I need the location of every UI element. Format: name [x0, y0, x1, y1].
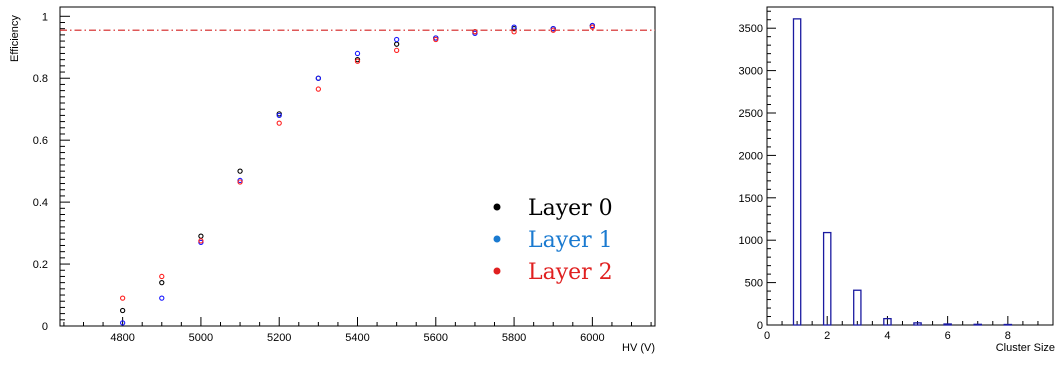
data-point-layer-2: [550, 27, 556, 33]
data-point-layer-0: [393, 41, 400, 47]
data-point-layer-2: [433, 36, 439, 43]
x-tick-label: 5600: [424, 332, 448, 344]
x-tick-label: 8: [1005, 330, 1011, 342]
data-point-layer-1: [315, 75, 322, 81]
cluster-y-ticks: 0 500 1000 1500 2000 2500 3000 3500: [739, 10, 776, 332]
histogram-bar: [943, 323, 952, 326]
data-point-layer-1: [159, 295, 165, 301]
efficiency-y-ticks: 0 0.2 0.4 0.6 0.8 1: [33, 11, 70, 333]
y-tick-label: 0.8: [33, 73, 48, 85]
x-tick-label: 6000: [580, 332, 604, 344]
efficiency-y-axis-label: Efficiency: [9, 15, 21, 62]
data-point-layer-2: [276, 120, 282, 126]
y-tick-label: 0.4: [33, 197, 48, 209]
y-tick-label: 2500: [739, 108, 763, 120]
data-point-layer-1: [354, 50, 361, 57]
legend-marker-layer-0: [493, 203, 501, 211]
data-point-layer-2: [119, 295, 126, 301]
x-tick-label: 6: [945, 330, 951, 342]
y-tick-label: 0: [42, 321, 48, 333]
cluster-plot-frame: [766, 6, 1054, 326]
legend-marker-layer-2: [493, 267, 501, 275]
histogram-bar: [822, 231, 832, 326]
y-tick-label: 1: [42, 11, 48, 23]
data-point-layer-0: [119, 307, 126, 314]
data-point-layer-0: [198, 233, 204, 239]
data-point-layer-2: [159, 273, 165, 280]
x-tick-label: 4: [884, 330, 890, 342]
histogram-bar: [792, 18, 802, 326]
data-point-layer-2: [354, 58, 361, 64]
legend-label-layer-0: Layer 0: [528, 196, 613, 221]
histogram-bar: [883, 317, 892, 326]
histogram-bar: [913, 322, 922, 326]
efficiency-chart: 4800 5000 5200 5400 5600 5800 6000 00.20.40.60…: [9, 6, 656, 354]
cluster-bars: [792, 18, 1013, 326]
x-tick-label: 5200: [267, 332, 291, 344]
efficiency-data-points: [119, 22, 596, 326]
histogram-bar: [1003, 323, 1013, 326]
y-tick-label: 0: [757, 320, 763, 332]
y-tick-label: 1000: [739, 235, 763, 247]
legend-label-layer-2: Layer 2: [528, 260, 613, 285]
x-tick-label: 5400: [345, 332, 369, 344]
y-tick-label: 3000: [739, 66, 763, 78]
cluster-size-chart: 0 2 4 6 8 0 500 1000 1500 2000 2500 3000 3500 Clust…: [739, 6, 1055, 354]
x-tick-label: 4800: [110, 332, 134, 344]
x-tick-label: 5000: [189, 332, 213, 344]
data-point-layer-2: [393, 47, 400, 54]
data-point-layer-2: [472, 29, 478, 35]
y-tick-label: 0.6: [33, 135, 48, 147]
y-tick-label: 500: [745, 278, 763, 290]
y-tick-label: 1500: [739, 193, 763, 205]
efficiency-x-ticks: 4800 5000 5200 5400 5600 5800 6000: [63, 317, 652, 344]
x-tick-label: 5800: [502, 332, 526, 344]
y-tick-label: 2000: [739, 150, 763, 162]
x-tick-label: 0: [764, 330, 770, 342]
data-point-layer-2: [511, 29, 517, 35]
cluster-x-ticks: 0 2 4 6 8: [764, 316, 1054, 342]
data-point-layer-1: [276, 112, 282, 119]
data-point-layer-1: [119, 320, 126, 326]
data-point-layer-2: [315, 86, 322, 92]
y-tick-label: 0.2: [33, 259, 48, 271]
data-point-layer-0: [237, 168, 243, 174]
efficiency-legend: Layer 0 Layer 1 Layer 2: [493, 196, 613, 285]
efficiency-x-axis-label: HV (V): [622, 342, 655, 354]
cluster-x-axis-label: Cluster Size: [996, 342, 1055, 354]
histogram-bar: [973, 323, 982, 326]
data-point-layer-1: [393, 36, 400, 43]
x-tick-label: 2: [824, 330, 830, 342]
histogram-bar: [853, 289, 862, 326]
legend-label-layer-1: Layer 1: [528, 228, 613, 253]
legend-marker-layer-1: [493, 235, 501, 243]
y-tick-label: 3500: [739, 23, 763, 35]
data-point-layer-0: [159, 279, 165, 286]
data-point-layer-2: [589, 24, 596, 30]
data-point-layer-2: [198, 238, 204, 244]
data-point-layer-2: [237, 179, 243, 185]
